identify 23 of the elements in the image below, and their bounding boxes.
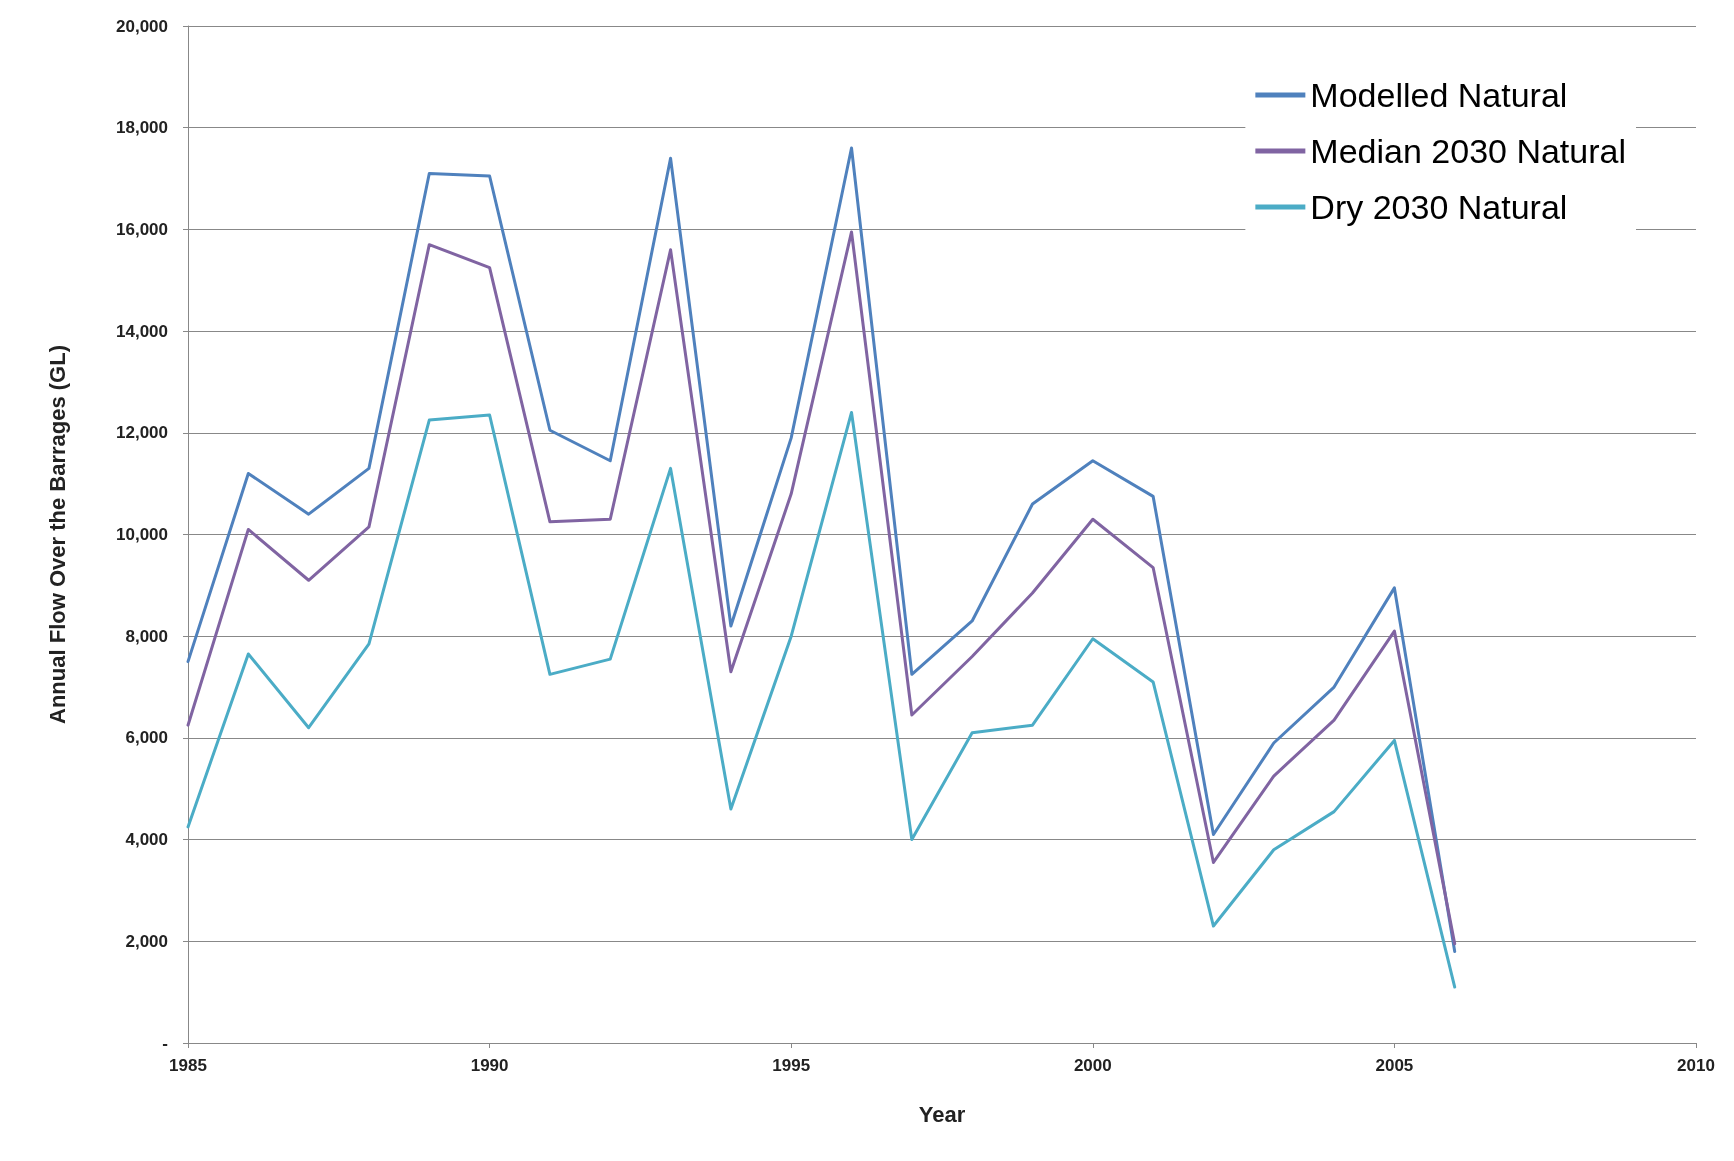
- legend-label: Median 2030 Natural: [1310, 132, 1627, 170]
- y-axis-title: Annual Flow Over the Barrages (GL): [44, 345, 70, 724]
- x-tick-label: 1995: [772, 1056, 811, 1075]
- legend-label: Dry 2030 Natural: [1310, 188, 1568, 226]
- y-tick-label: 16,000: [116, 219, 168, 239]
- y-tick-label: 6,000: [125, 728, 168, 748]
- line-series: [186, 410, 1457, 989]
- legend-label: Modelled Natural: [1310, 76, 1568, 114]
- x-tick-label: 2010: [1677, 1056, 1715, 1075]
- x-tick-label: 2005: [1375, 1056, 1414, 1075]
- y-tick-label: -: [162, 1033, 168, 1053]
- y-tick-label: 2,000: [125, 931, 168, 951]
- x-tick-label: 1985: [169, 1056, 207, 1075]
- x-tick-label: 1990: [470, 1056, 509, 1075]
- y-tick-label: 12,000: [116, 423, 168, 443]
- y-tick-label: 20,000: [116, 16, 168, 36]
- y-tick-label: 18,000: [116, 118, 168, 138]
- y-tick-label: 14,000: [116, 321, 168, 341]
- y-tick-label: 4,000: [125, 830, 168, 850]
- y-tick-label: 10,000: [116, 525, 168, 544]
- x-tick-label: 2000: [1073, 1056, 1112, 1075]
- x-axis-title: Year: [918, 1101, 966, 1127]
- y-tick-label: 8,000: [125, 626, 168, 646]
